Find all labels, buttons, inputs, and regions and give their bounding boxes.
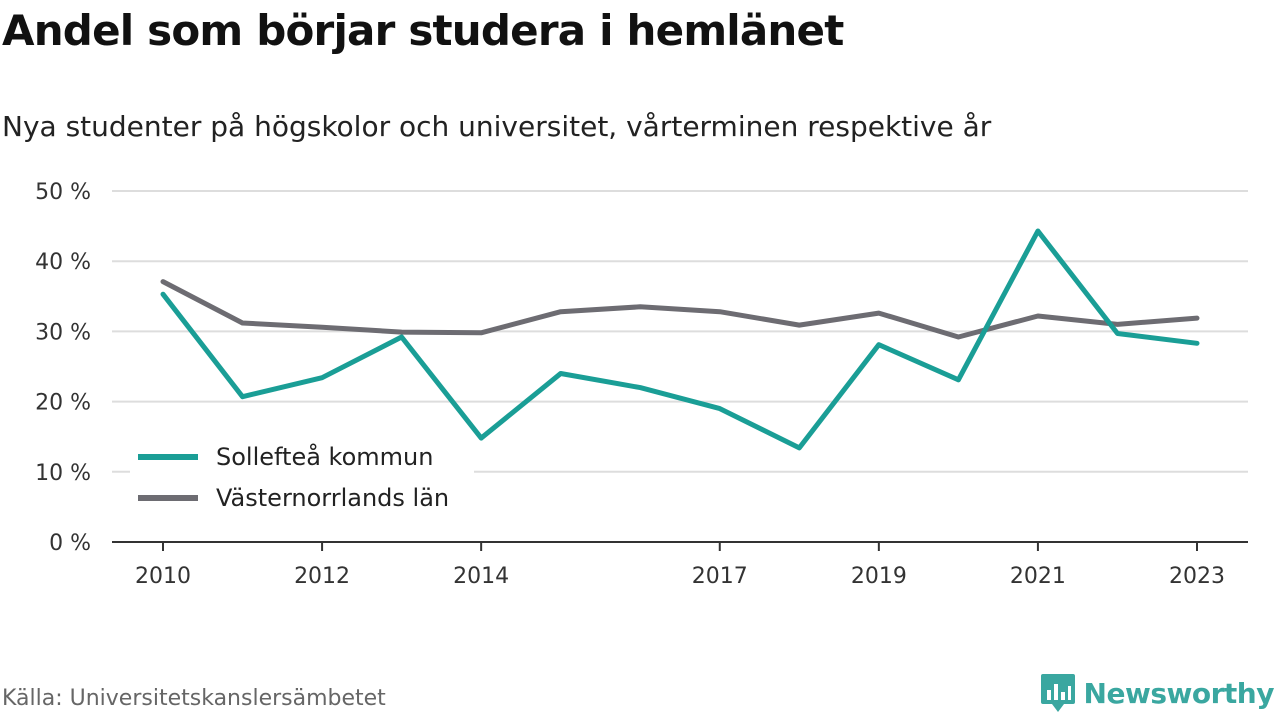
x-tick-label: 2010 — [135, 564, 191, 589]
y-tick-label: 40 % — [35, 250, 91, 275]
legend-label: Västernorrlands län — [216, 484, 449, 512]
series-lines — [160, 228, 1200, 451]
y-tick-label: 30 % — [35, 320, 91, 345]
x-tick-label: 2017 — [692, 564, 748, 589]
x-tick-label: 2012 — [294, 564, 350, 589]
series-line-1 — [160, 228, 1200, 451]
legend-label: Sollefteå kommun — [216, 442, 433, 471]
x-tick-label: 2014 — [453, 564, 509, 589]
newsworthy-logo-icon — [1040, 674, 1075, 712]
x-axis: 2010 2012 2014 2017 2019 2021 2023 — [112, 541, 1248, 589]
y-tick-label: 50 % — [35, 180, 91, 205]
x-tick-label: 2023 — [1169, 564, 1225, 589]
y-tick-label: 0 % — [49, 531, 91, 556]
legend: Sollefteå kommun Västernorrlands län — [130, 434, 474, 526]
x-tick-label: 2019 — [851, 564, 907, 589]
brand-logo: Newsworthy — [1040, 671, 1275, 715]
y-tick-label: 10 % — [35, 461, 91, 486]
chart-subtitle: Nya studenter på högskolor och universit… — [2, 110, 992, 143]
x-tick-label: 2021 — [1010, 564, 1066, 589]
source-note: Källa: Universitetskanslersämbetet — [2, 686, 386, 711]
y-tick-label: 20 % — [35, 391, 91, 416]
chart-title: Andel som börjar studera i hemlänet — [2, 6, 844, 55]
brand-name: Newsworthy — [1083, 676, 1275, 710]
grid-lines — [112, 190, 1248, 473]
series-line-2 — [160, 279, 1200, 340]
legend-background — [130, 434, 474, 526]
y-axis: 0 % 10 % 20 % 30 % 40 % 50 % — [35, 180, 91, 556]
